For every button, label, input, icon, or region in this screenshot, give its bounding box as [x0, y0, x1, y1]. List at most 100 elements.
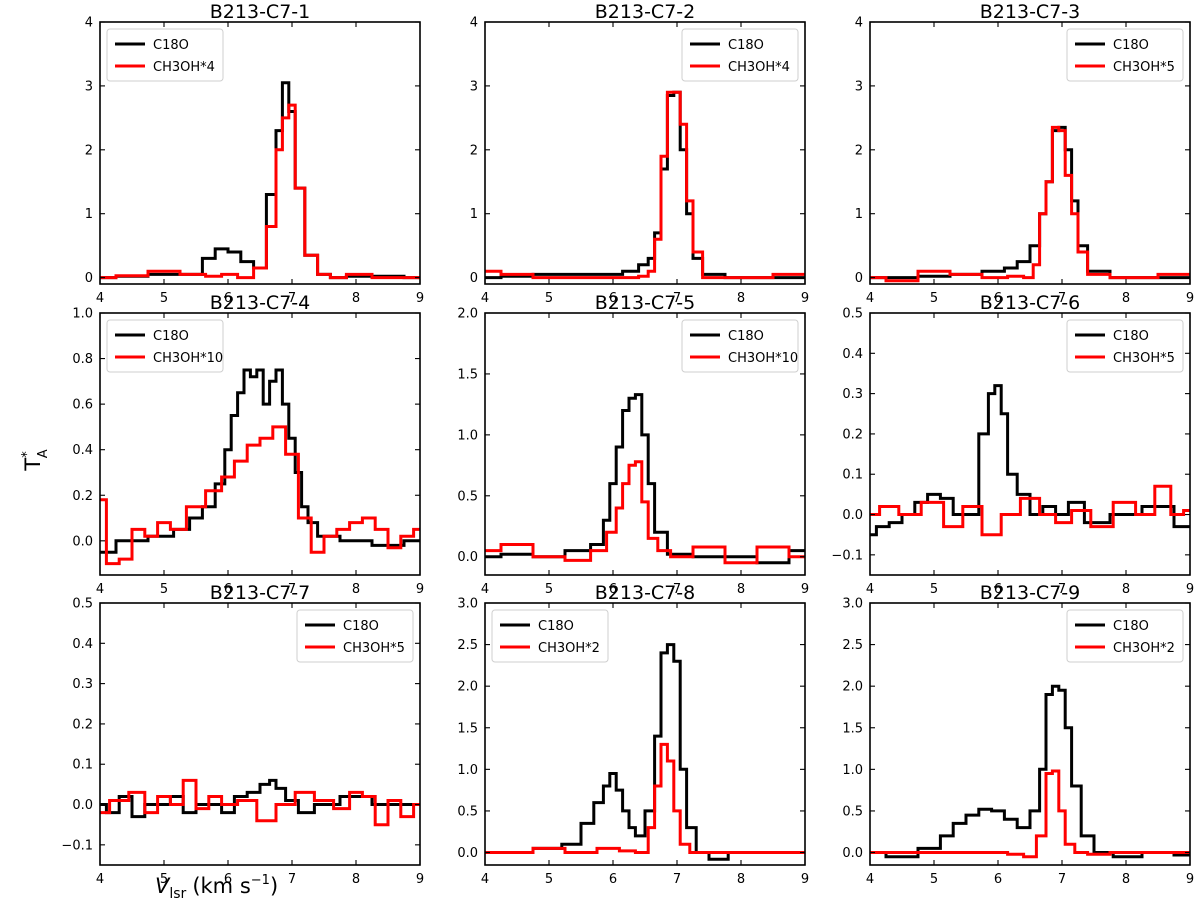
series-line-ch3oh	[100, 778, 420, 827]
y-tick-label: 0.2	[72, 717, 93, 732]
x-tick-label: 8	[352, 291, 360, 306]
x-tick-label: 9	[1186, 291, 1194, 306]
legend-label: C18O	[728, 329, 764, 344]
y-tick-label: 2	[470, 143, 478, 158]
y-tick-label: 0.4	[72, 443, 93, 458]
legend-label: CH3OH*5	[1113, 60, 1175, 75]
y-tick-label: 3	[85, 79, 93, 94]
x-tick-label: 8	[352, 872, 360, 887]
y-tick-label: 2.0	[457, 307, 478, 322]
x-tick-label: 6	[224, 872, 232, 887]
x-tick-label: 6	[609, 872, 617, 887]
legend: C18O CH3OH*5	[296, 609, 414, 663]
x-tick-label: 5	[545, 291, 553, 306]
x-tick-label: 5	[930, 872, 938, 887]
y-tick-label: 1.5	[457, 367, 478, 382]
x-tick-label: 6	[609, 582, 617, 597]
y-tick-label: 4	[855, 16, 863, 31]
x-tick-label: 8	[737, 291, 745, 306]
x-tick-label: 7	[673, 872, 681, 887]
legend: C18O CH3OH*10	[681, 319, 799, 373]
legend-label: CH3OH*10	[153, 351, 223, 366]
panel-6: 4 5 6 7 8 9 −0.1 0.0 0.1 0.2 0.3 0.4 0.5 B213-C7-6 C18…	[831, 292, 1194, 597]
y-tick-label: 1	[85, 207, 93, 222]
x-tick-label: 4	[866, 291, 874, 306]
y-tick-label: 4	[85, 16, 93, 31]
x-tick-label: 5	[160, 582, 168, 597]
y-tick-label: 0	[85, 271, 93, 286]
panel-1: 4 5 6 7 8 9 0 1 2 3 4 B213-C7-1 C18O CH3OH*4	[85, 1, 424, 306]
y-tick-label: 1	[855, 207, 863, 222]
series-line-c18o	[100, 368, 420, 554]
y-tick-label: 0.4	[842, 347, 863, 362]
series-line-ch3oh	[870, 769, 1190, 859]
y-tick-label: 0.8	[72, 352, 93, 367]
plot-frame	[484, 602, 806, 866]
y-tick-label: 0.5	[842, 804, 863, 819]
panel-title: B213-C7-2	[595, 1, 695, 23]
y-tick-label: 2.0	[457, 680, 478, 695]
y-tick-label: 0.0	[457, 550, 478, 565]
x-tick-label: 7	[1058, 582, 1066, 597]
plot-frame	[869, 312, 1191, 576]
x-tick-label: 8	[737, 582, 745, 597]
legend-box	[106, 319, 224, 373]
legend-label: C18O	[153, 38, 189, 53]
x-tick-label: 7	[288, 872, 296, 887]
x-tick-label: 7	[1058, 872, 1066, 887]
x-tick-label: 8	[1122, 291, 1130, 306]
x-tick-label: 9	[416, 872, 424, 887]
y-tick-label: 1.0	[72, 307, 93, 322]
series-line-c18o	[100, 81, 420, 280]
y-tick-label: 0.5	[72, 597, 93, 612]
y-tick-label: 2.5	[457, 638, 478, 653]
legend-label: CH3OH*5	[343, 641, 405, 656]
y-tick-label: 0.2	[842, 427, 863, 442]
legend-label: C18O	[728, 38, 764, 53]
legend-label: CH3OH*4	[153, 60, 215, 75]
y-tick-label: 1.5	[842, 721, 863, 736]
legend-label: C18O	[1113, 38, 1149, 53]
panel-title: B213-C7-9	[980, 582, 1080, 604]
series-line-ch3oh	[870, 484, 1190, 537]
x-tick-label: 6	[994, 582, 1002, 597]
legend-label: C18O	[343, 619, 379, 634]
x-tick-label: 6	[224, 582, 232, 597]
x-tick-label: 4	[866, 582, 874, 597]
x-tick-label: 5	[160, 872, 168, 887]
y-tick-label: 1.0	[457, 428, 478, 443]
x-tick-label: 8	[352, 582, 360, 597]
series-line-c18o	[485, 90, 805, 280]
y-tick-label: 2	[855, 143, 863, 158]
series-line-ch3oh	[870, 125, 1190, 283]
plot-frame	[869, 21, 1191, 285]
plot-frame	[99, 312, 421, 576]
panel-title: B213-C7-3	[980, 1, 1080, 23]
legend-label: CH3OH*10	[728, 351, 798, 366]
x-tick-label: 9	[416, 291, 424, 306]
x-tick-label: 7	[673, 582, 681, 597]
legend-box	[296, 609, 414, 663]
x-tick-label: 4	[866, 872, 874, 887]
x-tick-label: 6	[609, 291, 617, 306]
y-tick-label: 1	[470, 207, 478, 222]
panel-2: 4 5 6 7 8 9 0 1 2 3 4 B213-C7-2 C18O CH3OH*4	[470, 1, 809, 306]
legend-label: C18O	[538, 619, 574, 634]
x-tick-label: 4	[96, 291, 104, 306]
legend-box	[681, 28, 799, 82]
legend-box	[106, 28, 224, 82]
x-tick-label: 4	[96, 872, 104, 887]
y-tick-label: 0.1	[842, 468, 863, 483]
legend-label: C18O	[1113, 619, 1149, 634]
panel-title: B213-C7-4	[210, 292, 310, 314]
x-tick-label: 5	[545, 872, 553, 887]
panel-7: 4 5 6 7 8 9 −0.1 0.0 0.1 0.2 0.3 0.4 0.5 B213-C7-7 C18…	[61, 582, 424, 887]
panel-3: 4 5 6 7 8 9 0 1 2 3 4 B213-C7-3 C18O CH3OH*5	[855, 1, 1194, 306]
legend-label: CH3OH*4	[728, 60, 790, 75]
x-tick-label: 7	[288, 291, 296, 306]
y-tick-label: 2.5	[842, 638, 863, 653]
legend-label: C18O	[153, 329, 189, 344]
x-tick-label: 9	[801, 291, 809, 306]
legend-label: C18O	[1113, 329, 1149, 344]
